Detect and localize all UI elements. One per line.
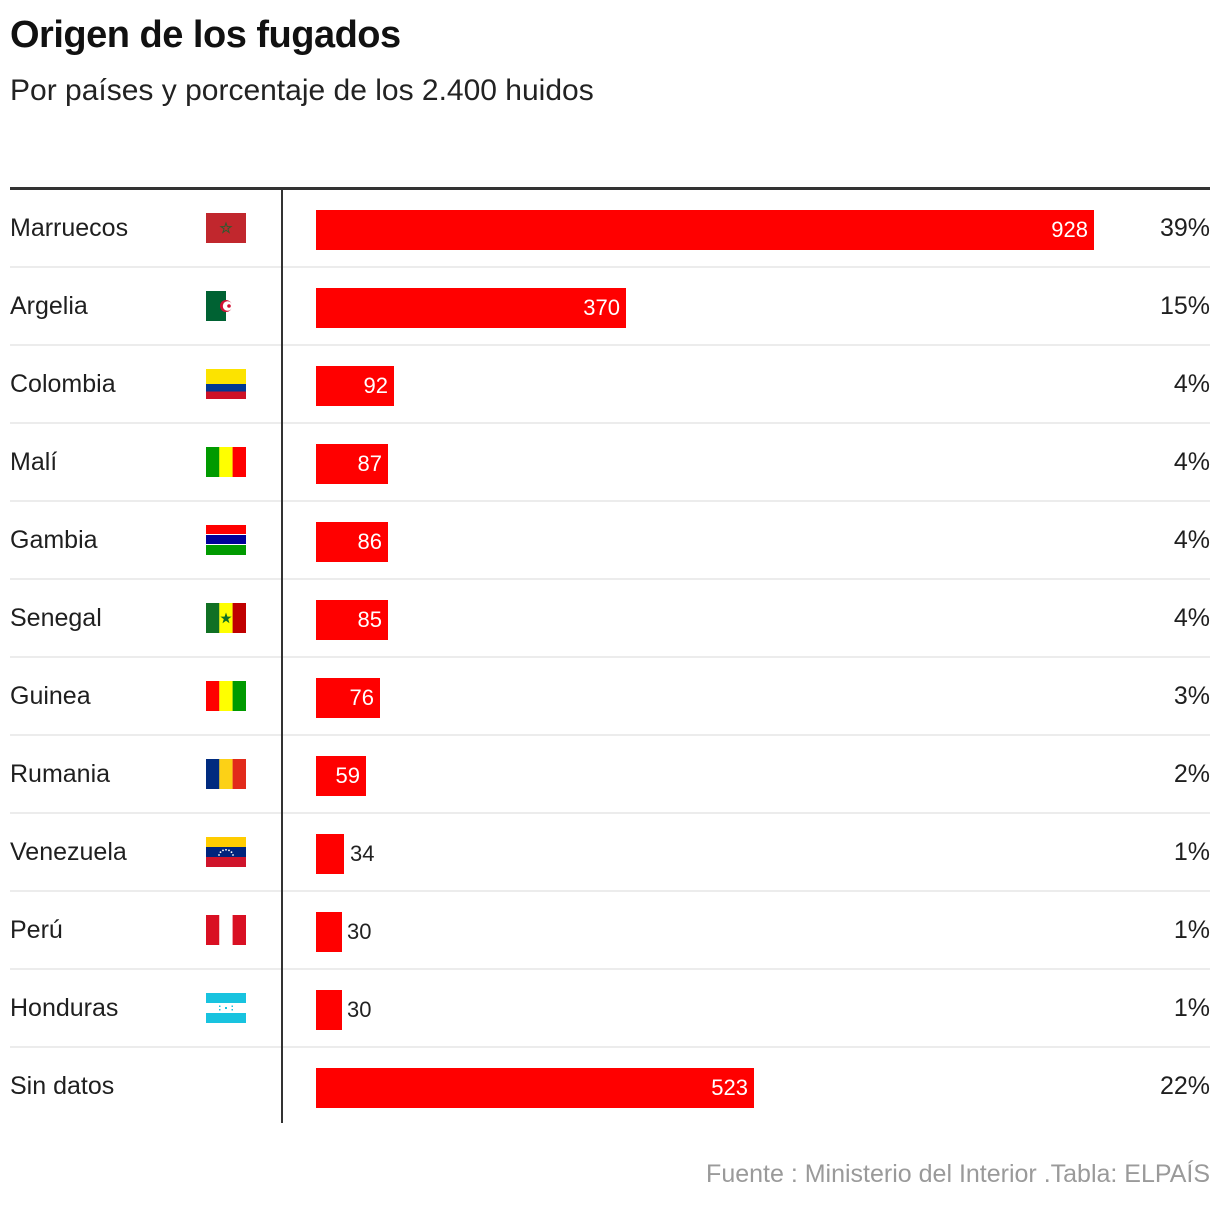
- bar-value: 59: [335, 763, 360, 788]
- bar-value: 30: [347, 919, 372, 944]
- bar: [316, 756, 366, 796]
- percentage: 4%: [1173, 448, 1210, 476]
- country-label: Rumania: [10, 760, 111, 788]
- bar: [316, 600, 388, 640]
- senegal-flag-icon: [206, 603, 246, 633]
- percentage: 1%: [1173, 916, 1210, 944]
- bar: [316, 678, 380, 718]
- table-row: Guinea 76 3%: [10, 658, 1210, 736]
- table-row: Venezuela 34 1%: [10, 814, 1210, 892]
- bar-value: 92: [363, 373, 388, 398]
- bar: [316, 210, 1094, 250]
- country-label: Venezuela: [10, 838, 127, 866]
- bar-value: 370: [583, 295, 620, 320]
- mali-flag-icon: [206, 447, 246, 477]
- source-note: Fuente : Ministerio del Interior .Tabla:…: [706, 1160, 1210, 1188]
- country-label: Marruecos: [10, 214, 129, 242]
- country-label: Honduras: [10, 994, 119, 1022]
- percentage: 1%: [1173, 838, 1210, 866]
- country-label: Colombia: [10, 370, 116, 398]
- percentage: 4%: [1173, 604, 1210, 632]
- table-row: Malí 87 4%: [10, 424, 1210, 502]
- country-label: Perú: [10, 916, 63, 944]
- table-row: Marruecos 928 39%: [10, 190, 1210, 268]
- chart-subtitle: Por países y porcentaje de los 2.400 hui…: [10, 74, 594, 107]
- percentage: 4%: [1173, 526, 1210, 554]
- table-row: Argelia 370 15%: [10, 268, 1210, 346]
- country-label: Argelia: [10, 292, 88, 320]
- bar: [316, 912, 342, 952]
- bar-value: 76: [349, 685, 374, 710]
- bar: [316, 990, 342, 1030]
- table-row: Perú 30 1%: [10, 892, 1210, 970]
- bar: [316, 288, 626, 328]
- bar-table: Marruecos 928 39% Argelia 370 15% Colomb…: [10, 190, 1210, 1126]
- country-label: Senegal: [10, 604, 102, 632]
- percentage: 4%: [1173, 370, 1210, 398]
- table-row: Sin datos 523 22%: [10, 1048, 1210, 1126]
- morocco-flag-icon: [206, 213, 246, 243]
- bar: [316, 1068, 754, 1108]
- bar-value: 523: [711, 1075, 748, 1100]
- axis-divider: [281, 190, 283, 1123]
- bar-value: 85: [357, 607, 382, 632]
- bar-value: 34: [350, 841, 375, 866]
- table-row: Honduras 30 1%: [10, 970, 1210, 1048]
- country-label: Gambia: [10, 526, 98, 554]
- algeria-flag-icon: [206, 291, 246, 321]
- country-label: Sin datos: [10, 1072, 115, 1100]
- percentage: 3%: [1173, 682, 1210, 710]
- country-label: Malí: [10, 448, 58, 476]
- percentage: 1%: [1173, 994, 1210, 1022]
- colombia-flag-icon: [206, 369, 246, 399]
- bar-value: 86: [357, 529, 382, 554]
- percentage: 15%: [1159, 292, 1210, 320]
- bar: [316, 366, 394, 406]
- gambia-flag-icon: [206, 525, 246, 555]
- bar-value: 928: [1051, 217, 1088, 242]
- guinea-flag-icon: [206, 681, 246, 711]
- table-row: Gambia 86 4%: [10, 502, 1210, 580]
- bar-value: 30: [347, 997, 372, 1022]
- venezuela-flag-icon: [206, 837, 246, 867]
- peru-flag-icon: [206, 915, 246, 945]
- percentage: 22%: [1159, 1072, 1210, 1100]
- romania-flag-icon: [206, 759, 246, 789]
- table-row: Colombia 92 4%: [10, 346, 1210, 424]
- country-label: Guinea: [10, 682, 91, 710]
- bar: [316, 834, 344, 874]
- percentage: 39%: [1159, 214, 1210, 242]
- table-row: Rumania 59 2%: [10, 736, 1210, 814]
- top-rule: [10, 187, 1210, 190]
- percentage: 2%: [1173, 760, 1210, 788]
- chart-title: Origen de los fugados: [10, 14, 401, 56]
- bar-value: 87: [357, 451, 382, 476]
- table-row: Senegal 85 4%: [10, 580, 1210, 658]
- honduras-flag-icon: [206, 993, 246, 1023]
- bar: [316, 522, 388, 562]
- bar: [316, 444, 388, 484]
